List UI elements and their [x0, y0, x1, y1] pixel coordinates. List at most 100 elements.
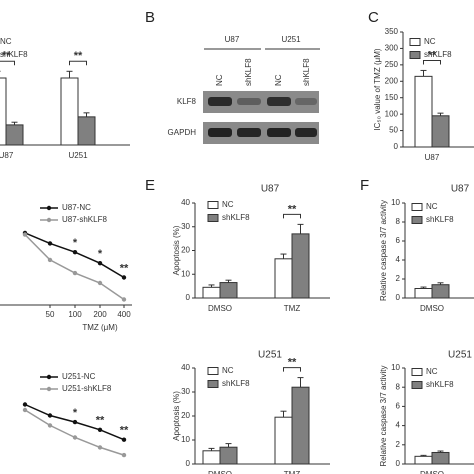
marker: [22, 407, 28, 413]
legend-marker: [46, 386, 52, 392]
bar: [414, 288, 433, 299]
significance-label: **: [96, 415, 105, 427]
y-tick-label: 6: [396, 402, 401, 411]
legend-label: shKLF8: [222, 213, 250, 222]
y-tick-label: 40: [181, 363, 190, 372]
legend-label: NC: [424, 37, 436, 46]
marker: [47, 423, 53, 428]
legend-label: shKLF8: [426, 215, 454, 224]
y-tick-label: 0: [396, 293, 401, 302]
row-label: GAPDH: [168, 128, 197, 137]
significance-label: **: [288, 357, 297, 369]
legend-swatch: [411, 203, 423, 211]
y-tick-label: 2: [396, 274, 401, 283]
x-tick-label: DMSO: [420, 304, 444, 313]
y-axis-label: Relative caspase 3/7 activity: [379, 366, 388, 467]
marker: [72, 250, 78, 255]
significance-label: *: [73, 237, 78, 249]
blot-band: [295, 98, 317, 105]
panel-label: E: [145, 177, 155, 194]
y-tick-label: 0: [186, 293, 191, 302]
bar: [274, 416, 293, 465]
y-tick-label: 50: [389, 126, 398, 135]
legend-marker: [46, 374, 52, 380]
legend-label: NC: [426, 367, 438, 376]
bar: [274, 258, 293, 299]
legend-swatch: [411, 368, 423, 376]
y-tick-label: 4: [396, 255, 401, 264]
marker: [72, 435, 78, 440]
legend-swatch: [207, 380, 219, 388]
x-tick-label: DMSO: [208, 470, 232, 474]
legend-label: shKLF8: [424, 50, 452, 59]
legend-label: shKLF8: [222, 379, 250, 388]
legend-label: shKLF8: [0, 50, 28, 59]
x-tick-label: U251: [68, 151, 88, 160]
significance-label: **: [120, 262, 129, 274]
x-tick-label: 400: [117, 310, 131, 319]
significance-label: *: [73, 407, 78, 419]
y-tick-label: 20: [181, 411, 190, 420]
legend-label: U251-shKLF8: [62, 384, 112, 393]
legend-swatch: [409, 38, 421, 46]
y-axis-label: Apoptosis (%): [172, 225, 181, 275]
chart-title: U87: [261, 184, 280, 195]
x-tick-label: TMZ: [284, 304, 301, 313]
marker: [97, 261, 103, 266]
marker: [97, 280, 103, 286]
bar: [60, 77, 79, 146]
row-label: KLF8: [177, 97, 197, 106]
blot-band: [295, 128, 317, 137]
blot-band: [237, 98, 261, 105]
y-tick-label: 10: [181, 435, 190, 444]
bar: [431, 115, 450, 148]
significance-label: **: [120, 425, 129, 437]
marker: [121, 452, 127, 458]
x-axis-label: TMZ (μM): [82, 323, 118, 332]
panel-label: C: [368, 9, 379, 26]
y-tick-label: 8: [396, 382, 401, 391]
bar: [5, 124, 24, 146]
legend-label: U87-shKLF8: [62, 215, 107, 224]
blot-band: [208, 97, 232, 106]
legend-marker: [46, 205, 52, 211]
bar: [202, 286, 221, 299]
y-tick-label: 20: [181, 246, 190, 255]
y-tick-label: 40: [181, 198, 190, 207]
y-tick-label: 200: [385, 76, 399, 85]
legend-label: shKLF8: [426, 380, 454, 389]
x-tick-label: 200: [93, 310, 107, 319]
y-tick-label: 4: [396, 421, 401, 430]
y-axis-label: IC₅₀ value of TMZ (μM): [373, 48, 382, 130]
bar: [431, 284, 450, 299]
marker: [47, 241, 53, 246]
legend-swatch: [411, 381, 423, 389]
marker: [97, 445, 103, 450]
x-tick-label: DMSO: [208, 304, 232, 313]
x-tick-label: 100: [68, 310, 82, 319]
legend-swatch: [207, 367, 219, 375]
significance-bracket: [423, 59, 441, 65]
bar: [414, 75, 433, 148]
legend-label: NC: [426, 202, 438, 211]
bar: [431, 451, 450, 465]
chart-title: U251: [448, 350, 472, 361]
marker: [47, 413, 53, 418]
bar: [202, 450, 221, 465]
marker: [72, 419, 78, 425]
marker: [121, 275, 127, 280]
cell-line-label: U87: [225, 35, 240, 44]
blot-band: [267, 128, 291, 137]
y-tick-label: 8: [396, 217, 401, 226]
legend-label: NC: [222, 366, 234, 375]
legend-swatch: [207, 201, 219, 209]
bar: [291, 233, 310, 299]
x-tick-label: 50: [46, 310, 55, 319]
legend-swatch: [207, 214, 219, 222]
y-tick-label: 150: [385, 93, 399, 102]
bar: [219, 282, 238, 299]
marker: [22, 402, 28, 407]
significance-bracket: [283, 367, 301, 372]
significance-label: **: [2, 50, 11, 62]
